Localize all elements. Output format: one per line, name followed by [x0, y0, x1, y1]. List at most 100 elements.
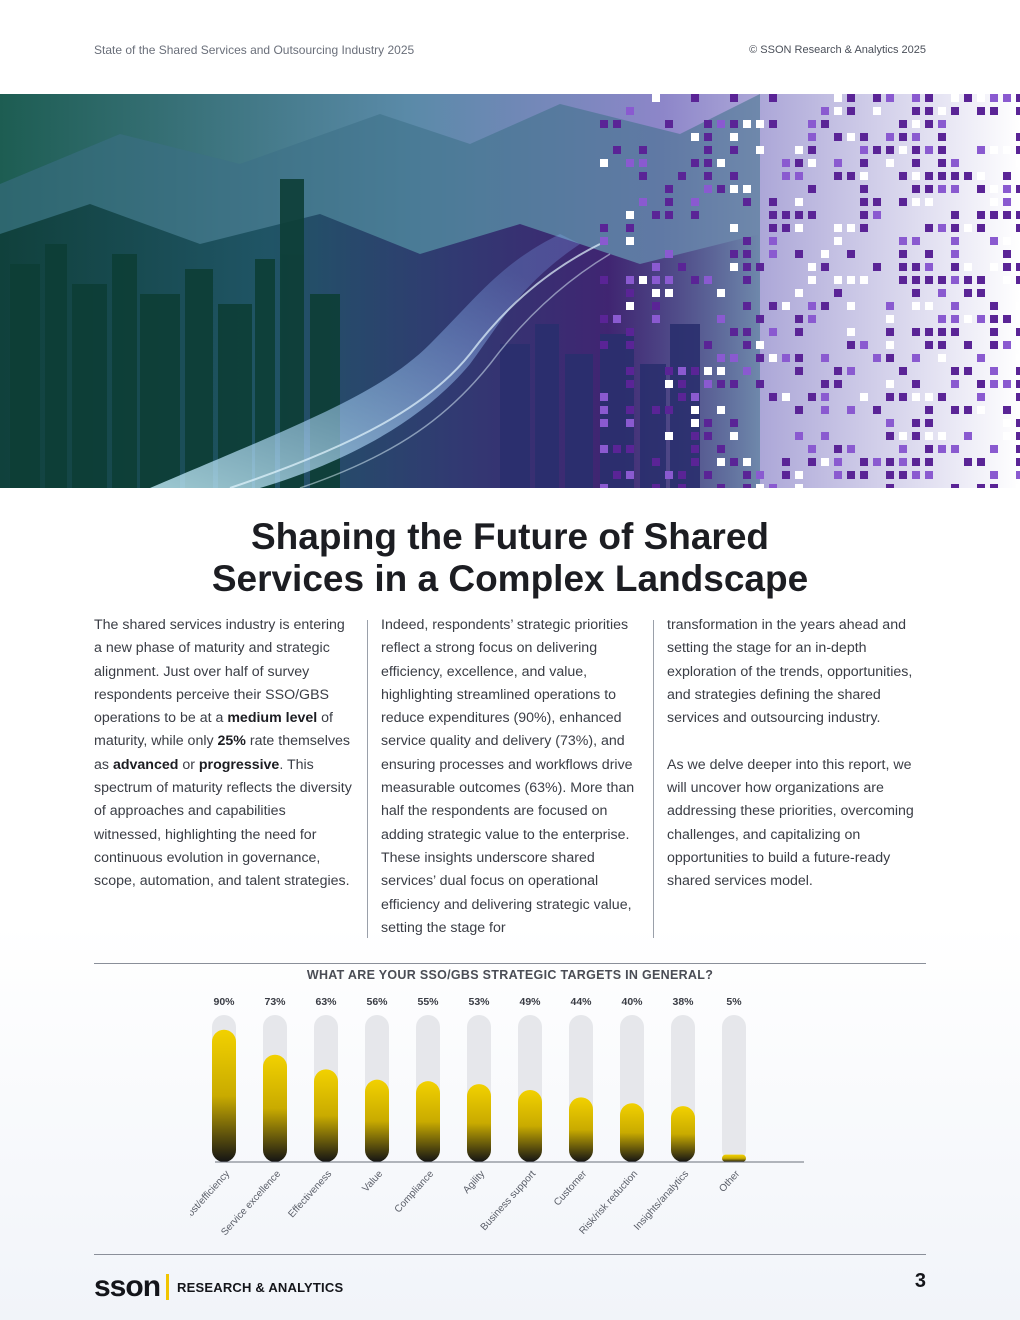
mosaic-pixel [600, 315, 608, 323]
mosaic-pixel [665, 120, 673, 128]
mosaic-pixel [704, 471, 712, 479]
emphasis: 25% [217, 733, 246, 750]
mosaic-pixel [964, 341, 972, 349]
mosaic-pixel [938, 393, 946, 401]
mosaic-pixel [990, 341, 998, 349]
mosaic-pixel [730, 419, 738, 427]
mosaic-pixel [1016, 224, 1020, 232]
mosaic-pixel [886, 94, 894, 102]
bar-value-label: 38% [672, 996, 694, 1008]
mosaic-pixel [860, 341, 868, 349]
mosaic-pixel [821, 354, 829, 362]
mosaic-pixel [860, 471, 868, 479]
text: . This spectrum of maturity reflects the… [94, 756, 352, 890]
mosaic-pixel [977, 380, 985, 388]
mosaic-pixel [730, 328, 738, 336]
mosaic-pixel [1016, 341, 1020, 349]
mosaic-pixel [665, 198, 673, 206]
mosaic-pixel [665, 471, 673, 479]
mosaic-pixel [756, 120, 764, 128]
mosaic-pixel [938, 328, 946, 336]
mosaic-pixel [925, 198, 933, 206]
mosaic-pixel [808, 458, 816, 466]
mosaic-pixel [847, 107, 855, 115]
mosaic-pixel [860, 198, 868, 206]
sson-logo: sson RESEARCH & ANALYTICS [94, 1270, 343, 1304]
mosaic-pixel [990, 211, 998, 219]
mosaic-pixel [873, 458, 881, 466]
body-column-2: Indeed, respondents’ strategic prioritie… [381, 614, 643, 940]
mosaic-pixel [977, 211, 985, 219]
mosaic-pixel [925, 406, 933, 414]
mosaic-pixel [860, 146, 868, 154]
mosaic-pixel [600, 341, 608, 349]
mosaic-pixel [847, 328, 855, 336]
mosaic-pixel [1003, 211, 1011, 219]
mosaic-pixel [704, 159, 712, 167]
mosaic-pixel [730, 172, 738, 180]
mosaic-pixel [652, 289, 660, 297]
mosaic-pixel [912, 237, 920, 245]
chart-top-rule [94, 963, 926, 964]
mosaic-pixel [899, 471, 907, 479]
mosaic-pixel [977, 107, 985, 115]
mosaic-pixel [743, 185, 751, 193]
bar [263, 1054, 287, 1162]
page-header: State of the Shared Services and Outsour… [94, 40, 926, 60]
bar-value-label: 40% [621, 996, 643, 1008]
mosaic-pixel [665, 185, 673, 193]
mosaic-pixel [1016, 367, 1020, 375]
mosaic-pixel [613, 120, 621, 128]
mosaic-pixel [678, 263, 686, 271]
mosaic-pixel [1016, 445, 1020, 453]
bar-value-label: 63% [315, 996, 337, 1008]
mosaic-pixel [665, 432, 673, 440]
mosaic-pixel [600, 237, 608, 245]
mosaic-pixel [990, 315, 998, 323]
hero-image [0, 94, 1020, 488]
mosaic-pixel [756, 146, 764, 154]
category-label: Cost/efficiency [190, 1169, 232, 1225]
mosaic-pixel [990, 445, 998, 453]
mosaic-pixel [626, 276, 634, 284]
mosaic-pixel [808, 302, 816, 310]
mosaic-pixel [743, 250, 751, 258]
mosaic-pixel [769, 94, 777, 102]
title-line-2: Services in a Complex Landscape [211, 558, 809, 599]
mosaic-pixel [613, 146, 621, 154]
category-label: Agility [461, 1169, 487, 1196]
mosaic-pixel [912, 328, 920, 336]
column-divider [367, 620, 368, 938]
mosaic-pixel [691, 432, 699, 440]
mosaic-pixel [795, 315, 803, 323]
mosaic-pixel [652, 484, 660, 488]
mosaic-pixel [925, 107, 933, 115]
mosaic-pixel [691, 419, 699, 427]
mosaic-pixel [600, 224, 608, 232]
mosaic-pixel [756, 341, 764, 349]
mosaic-pixel [925, 94, 933, 102]
mosaic-pixel [899, 120, 907, 128]
mosaic-pixel [925, 328, 933, 336]
mosaic-pixel [626, 289, 634, 297]
category-label: Business support [479, 1168, 539, 1233]
mosaic-pixel [704, 380, 712, 388]
mosaic-pixel [886, 315, 894, 323]
mosaic-pixel [925, 445, 933, 453]
category-label: Value [360, 1168, 385, 1194]
mosaic-pixel [1003, 172, 1011, 180]
mosaic-pixel [873, 198, 881, 206]
mosaic-pixel [743, 367, 751, 375]
mosaic-pixel [925, 146, 933, 154]
mosaic-pixel [1016, 354, 1020, 362]
mosaic-pixel [899, 393, 907, 401]
mosaic-pixel [821, 107, 829, 115]
mosaic-pixel [743, 328, 751, 336]
mosaic-pixel [795, 146, 803, 154]
mosaic-pixel [743, 302, 751, 310]
mosaic-pixel [769, 302, 777, 310]
mosaic-pixel [639, 159, 647, 167]
mosaic-pixel [1016, 458, 1020, 466]
mosaic-pixel [938, 289, 946, 297]
mosaic-pixel [769, 211, 777, 219]
